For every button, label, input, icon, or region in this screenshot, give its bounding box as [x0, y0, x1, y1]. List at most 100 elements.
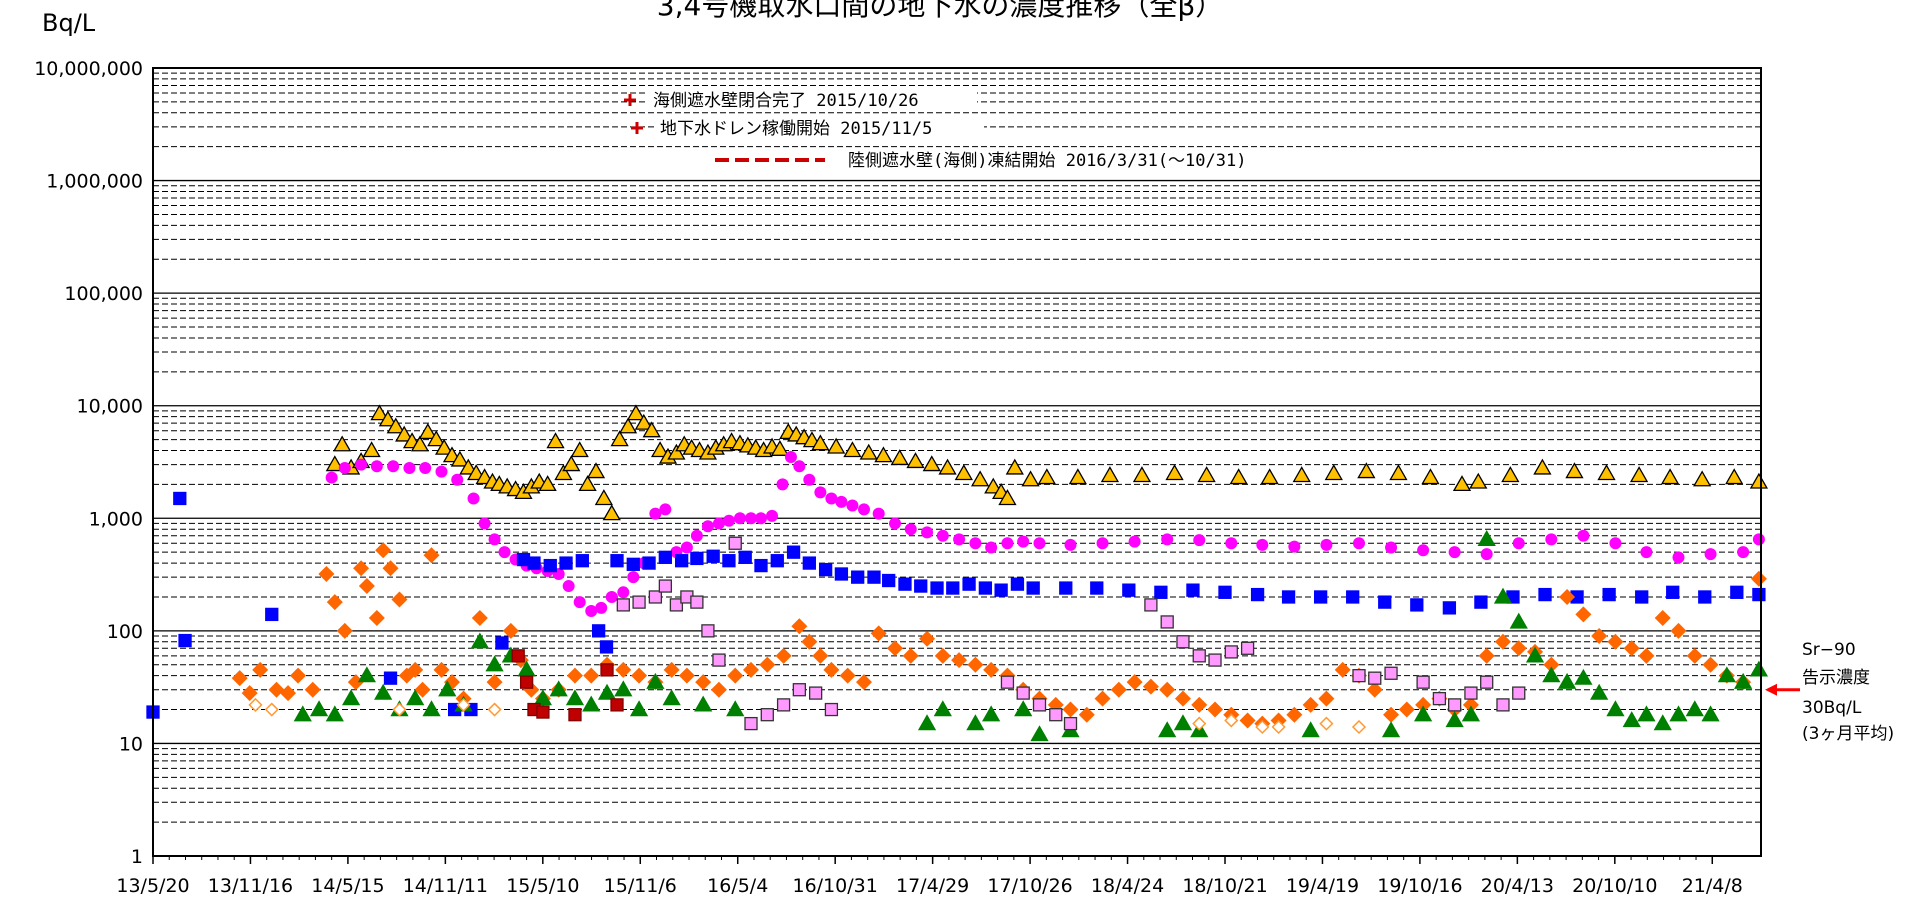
data-point-triangle: [1565, 462, 1584, 479]
data-point-triangle: [650, 441, 670, 458]
data-point-diamond: [1239, 712, 1256, 729]
data-point-square: [1602, 587, 1616, 602]
data-point-circle: [1752, 533, 1765, 546]
data-point-triangle: [998, 489, 1017, 506]
data-point-diamond: [902, 647, 919, 664]
data-point-square: [1010, 577, 1025, 591]
data-point-diamond: [1607, 633, 1624, 650]
data-point-circle: [1417, 544, 1430, 557]
data-point-diamond: [280, 685, 297, 702]
data-point-diamond: [1334, 661, 1351, 678]
data-point-triangle: [1734, 672, 1753, 689]
data-point-diamond: [1638, 647, 1655, 664]
series-open-diamond: [248, 697, 1367, 735]
data-point-triangle: [642, 421, 661, 438]
data-point-square: [610, 698, 624, 712]
data-point-triangle: [1381, 721, 1401, 738]
data-point-triangle: [667, 443, 686, 460]
data-point-square: [1635, 590, 1649, 604]
data-point-square: [690, 551, 704, 566]
data-point-circle: [325, 471, 338, 484]
data-point-circle: [846, 499, 859, 512]
data-point-square: [1432, 691, 1447, 706]
data-point-circle: [451, 473, 464, 486]
data-point-diamond: [678, 667, 695, 684]
data-point-square: [1122, 583, 1136, 597]
data-point-triangle: [1021, 470, 1040, 487]
data-series: [146, 404, 1769, 742]
y-axis-label: Bq/L: [42, 9, 96, 37]
data-point-square: [536, 705, 550, 719]
data-point-circle: [435, 465, 448, 478]
data-point-square: [834, 567, 849, 581]
data-point-diamond: [423, 547, 440, 564]
data-point-diamond: [1559, 588, 1576, 605]
data-point-triangle: [1725, 468, 1744, 485]
data-point-square: [1090, 581, 1104, 595]
data-point-diamond: [1686, 647, 1703, 664]
data-point-diamond: [1383, 706, 1400, 723]
data-point-diamond: [583, 667, 600, 684]
data-point-circle: [701, 520, 714, 533]
data-point-square: [1368, 671, 1382, 685]
x-tick-label: 20/10/10: [1572, 875, 1657, 897]
data-point-triangle: [1749, 660, 1769, 677]
data-point-triangle: [629, 700, 649, 717]
data-point-triangle: [1525, 646, 1545, 663]
data-point-open-diamond: [1271, 719, 1286, 735]
data-point-circle: [1288, 540, 1301, 553]
reference-arrow-head: [1765, 683, 1777, 696]
data-point-triangle: [1629, 466, 1649, 483]
data-point-triangle: [662, 689, 681, 706]
data-point-diamond: [241, 685, 258, 702]
data-point-square: [559, 556, 573, 570]
data-point-triangle: [1749, 472, 1769, 489]
data-point-triangle: [533, 689, 553, 706]
data-point-triangle: [422, 700, 441, 717]
data-point-triangle: [459, 458, 478, 475]
x-tick-label: 16/10/31: [793, 875, 878, 897]
data-point-square: [706, 549, 720, 563]
data-point-diamond: [710, 681, 727, 698]
data-point-diamond: [812, 647, 829, 664]
data-point-diamond: [336, 622, 353, 639]
data-point-diamond: [743, 661, 760, 678]
data-point-square: [1730, 585, 1744, 599]
data-point-square: [738, 550, 752, 564]
data-point-square: [616, 598, 630, 612]
data-point-diamond: [231, 670, 248, 687]
data-point-diamond: [1110, 681, 1127, 698]
data-point-square: [599, 640, 614, 654]
data-point-triangle: [933, 700, 952, 717]
data-point-diamond: [391, 591, 408, 608]
data-point-circle: [478, 517, 491, 530]
data-point-triangle: [549, 680, 568, 697]
data-point-diamond: [471, 610, 488, 627]
data-point-square: [786, 545, 801, 559]
data-point-square: [610, 554, 624, 568]
data-point-triangle: [614, 680, 633, 697]
data-point-square: [760, 708, 774, 722]
data-point-triangle: [1165, 464, 1184, 481]
data-point-circle: [953, 533, 966, 546]
data-point-triangle: [890, 449, 909, 466]
data-point-square: [1384, 666, 1398, 680]
data-point-square: [568, 708, 582, 722]
data-point-triangle: [922, 455, 941, 472]
data-point-diamond: [368, 610, 385, 627]
legend-entry-bg: [647, 88, 977, 112]
data-point-triangle: [1229, 468, 1248, 485]
data-point-triangle: [982, 705, 1001, 722]
data-point-open-diamond: [487, 702, 502, 717]
data-point-triangle: [610, 430, 629, 447]
chart-title: 3,4号機取水口間の地下水の濃度推移（全β）: [657, 0, 1223, 22]
data-point-circle: [754, 512, 767, 525]
data-point-triangle: [1158, 721, 1177, 738]
data-point-circle: [1001, 537, 1014, 550]
data-point-square: [1447, 698, 1462, 712]
data-point-circle: [1193, 534, 1206, 547]
data-point-diamond: [1142, 678, 1159, 695]
data-point-circle: [1704, 548, 1717, 561]
data-point-circle: [605, 590, 618, 603]
data-point-triangle: [1014, 700, 1033, 717]
